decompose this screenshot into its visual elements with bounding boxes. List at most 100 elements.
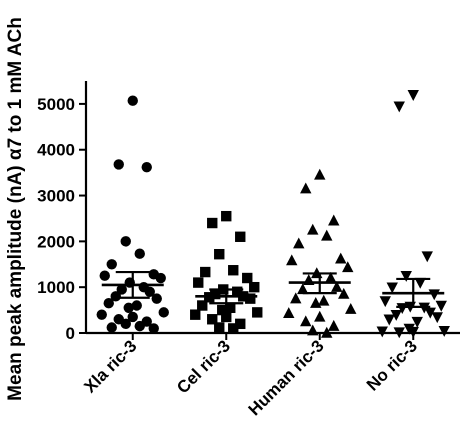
data-point (424, 307, 436, 319)
data-point (300, 182, 312, 194)
data-point (217, 304, 228, 316)
data-point (290, 292, 302, 304)
data-point (123, 302, 134, 313)
data-point (235, 231, 246, 242)
data-point (225, 302, 236, 313)
data-point (331, 280, 343, 292)
data-point (314, 168, 326, 180)
data-marks (96, 90, 450, 339)
data-point (428, 289, 440, 301)
data-point (407, 326, 419, 338)
data-point (414, 277, 426, 289)
data-point (335, 252, 347, 264)
x-tick-label: Xla ric-3 (80, 336, 140, 396)
x-tick-label: Cel ric-3 (173, 336, 234, 397)
data-point (221, 311, 232, 323)
data-point (393, 101, 405, 113)
data-point (438, 326, 450, 337)
data-point (228, 265, 239, 276)
data-point (418, 302, 430, 314)
data-point (431, 312, 443, 324)
data-point (407, 90, 419, 101)
data-point (155, 272, 166, 284)
data-point (120, 318, 131, 330)
data-point (232, 286, 243, 297)
data-point (314, 310, 326, 322)
data-point (286, 254, 298, 266)
axes: 0 1000 2000 3000 4000 5000 (37, 81, 460, 343)
y-tick-label: 4000 (37, 141, 75, 160)
data-point (127, 95, 138, 106)
data-point (106, 259, 117, 270)
x-tick-label: Human ric-3 (245, 336, 328, 419)
y-tick-label: 1000 (37, 278, 75, 297)
data-point (245, 293, 256, 304)
data-point (328, 319, 340, 331)
data-point (307, 324, 319, 336)
data-point (235, 318, 246, 330)
data-point (193, 277, 204, 288)
data-point (386, 282, 398, 294)
data-point (99, 270, 110, 281)
data-point (148, 323, 159, 334)
data-point (379, 296, 391, 308)
data-point (421, 251, 433, 263)
data-point (400, 271, 412, 282)
data-point (435, 300, 447, 312)
data-point (134, 248, 145, 259)
data-point (318, 294, 330, 306)
data-point (252, 307, 263, 318)
data-point (342, 261, 354, 273)
y-axis-label: Mean peak amplitude (nA) α7 to 1 mM ACh (5, 17, 26, 401)
data-point (300, 315, 312, 327)
data-point (127, 311, 138, 323)
data-point (221, 210, 232, 222)
data-point (214, 248, 225, 260)
data-point (207, 217, 218, 229)
data-point (197, 300, 208, 311)
data-point (242, 272, 253, 284)
data-point (190, 309, 201, 320)
data-point (283, 307, 295, 318)
data-point (328, 214, 340, 226)
data-point (293, 237, 305, 249)
data-point (393, 327, 405, 339)
data-point (383, 314, 395, 326)
data-point (210, 288, 221, 300)
data-point (158, 307, 169, 318)
data-point (411, 316, 423, 328)
data-point (113, 159, 124, 170)
y-tick-label: 2000 (37, 232, 75, 251)
y-tick-label: 5000 (37, 95, 75, 114)
data-point (338, 287, 350, 299)
data-point (144, 286, 155, 297)
data-point (214, 322, 225, 333)
data-point (151, 293, 162, 304)
y-tick-label: 0 (66, 324, 75, 343)
data-point (228, 323, 239, 334)
data-point (141, 161, 152, 173)
data-point (390, 309, 402, 321)
data-point (103, 298, 114, 309)
data-point (297, 283, 309, 295)
data-point (321, 326, 333, 338)
data-point (120, 236, 131, 247)
data-point (345, 302, 357, 314)
y-tick-label: 3000 (37, 187, 75, 206)
x-tick-label: No ric-3 (363, 336, 421, 394)
data-point (307, 223, 319, 235)
data-point (376, 326, 388, 338)
data-point (110, 291, 121, 302)
data-point (96, 309, 107, 320)
data-point (249, 281, 260, 293)
data-point (321, 229, 333, 241)
data-point (310, 297, 322, 308)
data-point (106, 322, 117, 333)
data-point (207, 314, 218, 325)
data-point (131, 300, 142, 311)
data-point (134, 320, 145, 332)
data-point (116, 284, 127, 295)
data-point (200, 266, 211, 278)
data-point (325, 271, 337, 283)
